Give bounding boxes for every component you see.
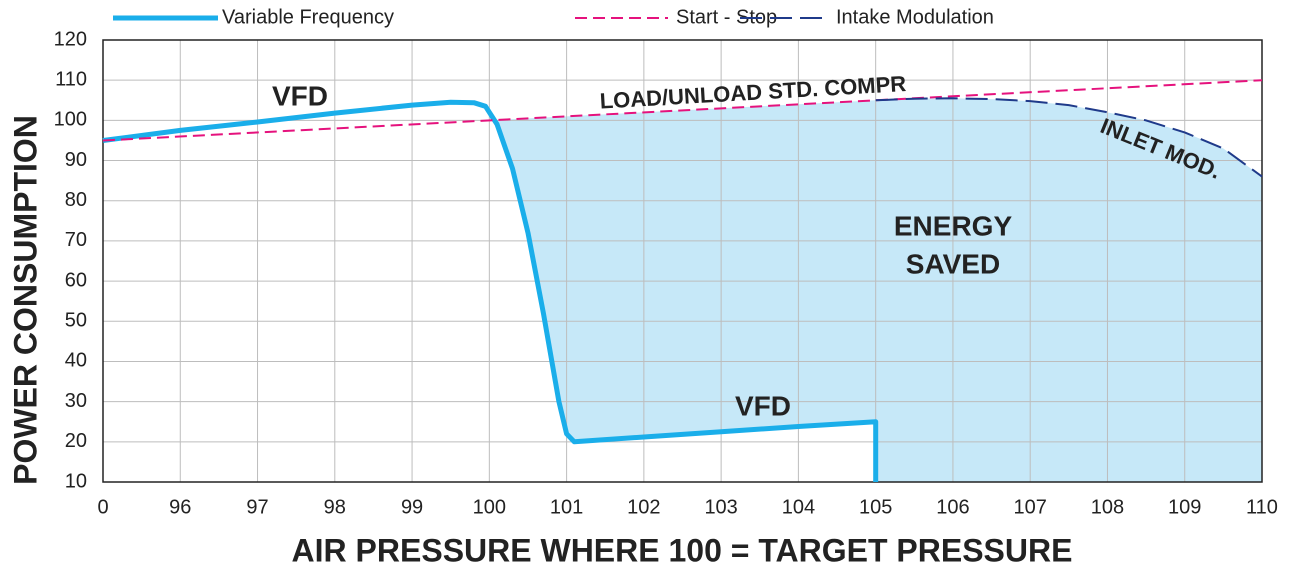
plot-frame: [102, 39, 1263, 483]
x-tick-label: 99: [401, 496, 423, 518]
x-tick-label: 108: [1091, 496, 1124, 518]
y-tick-label: 90: [65, 149, 87, 171]
x-tick-label: 102: [627, 496, 660, 518]
x-tick-label: 101: [550, 496, 583, 518]
x-tick-label: 106: [936, 496, 969, 518]
y-axis-label: POWER CONSUMPTION: [7, 115, 43, 485]
annotation: VFD: [272, 80, 328, 111]
x-tick-label: 109: [1168, 496, 1201, 518]
y-tick-label: 70: [65, 229, 87, 251]
y-tick-label: 80: [65, 189, 87, 211]
y-tick-label: 120: [54, 28, 87, 50]
legend-label: Start - Stop: [676, 6, 777, 28]
annotation: SAVED: [906, 248, 1000, 279]
series-line: [102, 79, 1263, 142]
y-tick-label: 60: [65, 269, 87, 291]
y-tick-label: 10: [65, 470, 87, 492]
x-tick-label: 100: [473, 496, 506, 518]
series-line: [102, 99, 879, 482]
x-tick-label: 98: [324, 496, 346, 518]
y-tick-label: 30: [65, 390, 87, 412]
x-tick-label: 110: [1246, 496, 1278, 518]
series-line: [875, 97, 1263, 178]
x-tick-label: 0: [97, 496, 108, 518]
x-tick-label: 107: [1014, 496, 1047, 518]
energy-saved-area: [497, 98, 1262, 482]
y-tick-label: 20: [65, 430, 87, 452]
x-tick-label: 97: [246, 496, 268, 518]
x-tick-label: 103: [704, 496, 737, 518]
y-tick-label: 110: [55, 68, 87, 90]
x-axis-label: AIR PRESSURE WHERE 100 = TARGET PRESSURE: [292, 532, 1073, 568]
legend-label: Intake Modulation: [836, 6, 994, 28]
x-tick-label: 104: [782, 496, 815, 518]
annotation: ENERGY: [894, 210, 1013, 241]
y-tick-label: 50: [65, 310, 87, 332]
plot-area: 10 20 30 40 50 60 70 80 90 100 110 120 0 96 97 98 99 100 1…: [54, 28, 1278, 518]
legend-label: Variable Frequency: [222, 6, 394, 28]
x-tick-label: 96: [169, 496, 191, 518]
y-tick-label: 100: [54, 109, 87, 131]
y-tick-label: 40: [65, 350, 87, 372]
annotation: VFD: [735, 390, 791, 421]
x-tick-label: 105: [859, 496, 892, 518]
